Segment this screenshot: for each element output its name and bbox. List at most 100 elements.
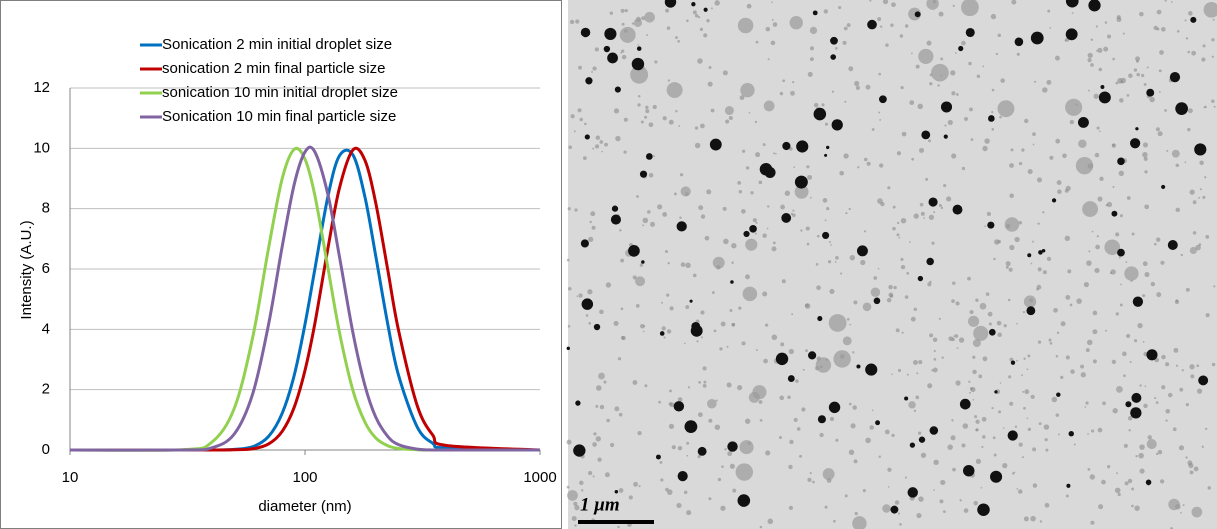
speckle	[1199, 188, 1202, 191]
speckle	[1090, 63, 1094, 67]
dark-particle	[1146, 349, 1158, 361]
speckle	[910, 316, 916, 322]
speckle	[1139, 444, 1145, 450]
speckle	[974, 415, 978, 419]
speckle	[848, 449, 855, 455]
speckle	[669, 402, 675, 408]
speckle	[893, 285, 897, 290]
speckle	[767, 205, 770, 208]
speckle	[840, 272, 843, 275]
speckle	[584, 122, 587, 126]
speckle	[1055, 354, 1059, 358]
speckle	[702, 366, 707, 371]
speckle	[1009, 193, 1014, 199]
speckle	[938, 11, 944, 17]
speckle	[1189, 364, 1195, 370]
speckle	[678, 125, 681, 127]
dark-particle	[1130, 138, 1141, 149]
speckle	[1195, 244, 1201, 251]
speckle	[940, 479, 946, 486]
speckle	[824, 505, 828, 509]
dark-particle	[781, 213, 792, 223]
speckle	[781, 279, 786, 284]
speckle	[913, 360, 918, 365]
speckle	[1087, 52, 1093, 59]
speckle	[1199, 160, 1204, 166]
dark-particle	[1135, 127, 1139, 131]
dark-particle	[831, 119, 843, 131]
dark-particle	[603, 45, 611, 53]
speckle	[1048, 338, 1052, 342]
speckle	[704, 235, 710, 241]
speckle	[648, 122, 654, 128]
dark-particle	[1014, 37, 1024, 47]
speckle	[871, 409, 874, 412]
dark-particle	[994, 390, 998, 394]
speckle	[1153, 242, 1157, 246]
speckle	[844, 100, 847, 103]
speckle	[673, 192, 677, 196]
speckle	[594, 47, 599, 52]
speckle	[1139, 384, 1142, 387]
speckle	[869, 425, 874, 430]
speckle	[963, 508, 969, 513]
speckle	[878, 455, 882, 458]
speckle	[719, 347, 723, 351]
gray-particle	[1082, 201, 1099, 217]
speckle	[1045, 448, 1049, 452]
x-tick-label: 100	[292, 469, 317, 486]
speckle	[1076, 298, 1082, 304]
speckle	[1107, 465, 1111, 469]
gray-particle	[833, 350, 851, 368]
speckle	[599, 309, 604, 315]
speckle	[1092, 329, 1098, 335]
dark-particle	[782, 141, 791, 151]
speckle	[824, 122, 829, 126]
speckle	[920, 452, 927, 458]
speckle	[698, 205, 704, 211]
speckle	[779, 91, 784, 96]
speckle	[1129, 360, 1132, 364]
dark-particle	[1065, 28, 1078, 41]
speckle	[766, 227, 769, 230]
speckle	[717, 477, 722, 482]
speckle	[1055, 138, 1061, 144]
speckle	[588, 471, 593, 476]
speckle	[696, 340, 699, 343]
dark-particle	[730, 280, 734, 284]
speckle	[759, 419, 763, 422]
speckle	[864, 157, 868, 162]
speckle	[599, 404, 605, 410]
speckle	[699, 123, 705, 129]
speckle	[1173, 347, 1179, 353]
speckle	[771, 246, 777, 252]
speckle	[694, 126, 699, 130]
speckle	[762, 143, 766, 147]
speckle	[708, 418, 713, 423]
speckle	[951, 299, 955, 303]
dark-particle	[1077, 116, 1089, 128]
speckle	[995, 52, 999, 56]
speckle	[1185, 456, 1188, 459]
speckle	[1164, 0, 1167, 2]
speckle	[928, 214, 935, 220]
speckle	[706, 189, 712, 195]
speckle	[1024, 389, 1030, 395]
gray-particle	[789, 16, 803, 30]
speckle	[669, 306, 674, 311]
dark-particle	[703, 7, 708, 12]
speckle	[846, 317, 850, 321]
speckle	[816, 234, 820, 238]
dark-particle	[904, 396, 909, 401]
speckle	[896, 151, 902, 156]
speckle	[637, 430, 642, 436]
speckle	[951, 419, 954, 422]
speckle	[1142, 294, 1146, 298]
dark-particle	[1161, 184, 1166, 190]
speckle	[567, 207, 571, 211]
speckle	[852, 351, 855, 354]
speckle	[1185, 402, 1189, 407]
speckle	[647, 210, 651, 214]
speckle	[710, 108, 715, 113]
